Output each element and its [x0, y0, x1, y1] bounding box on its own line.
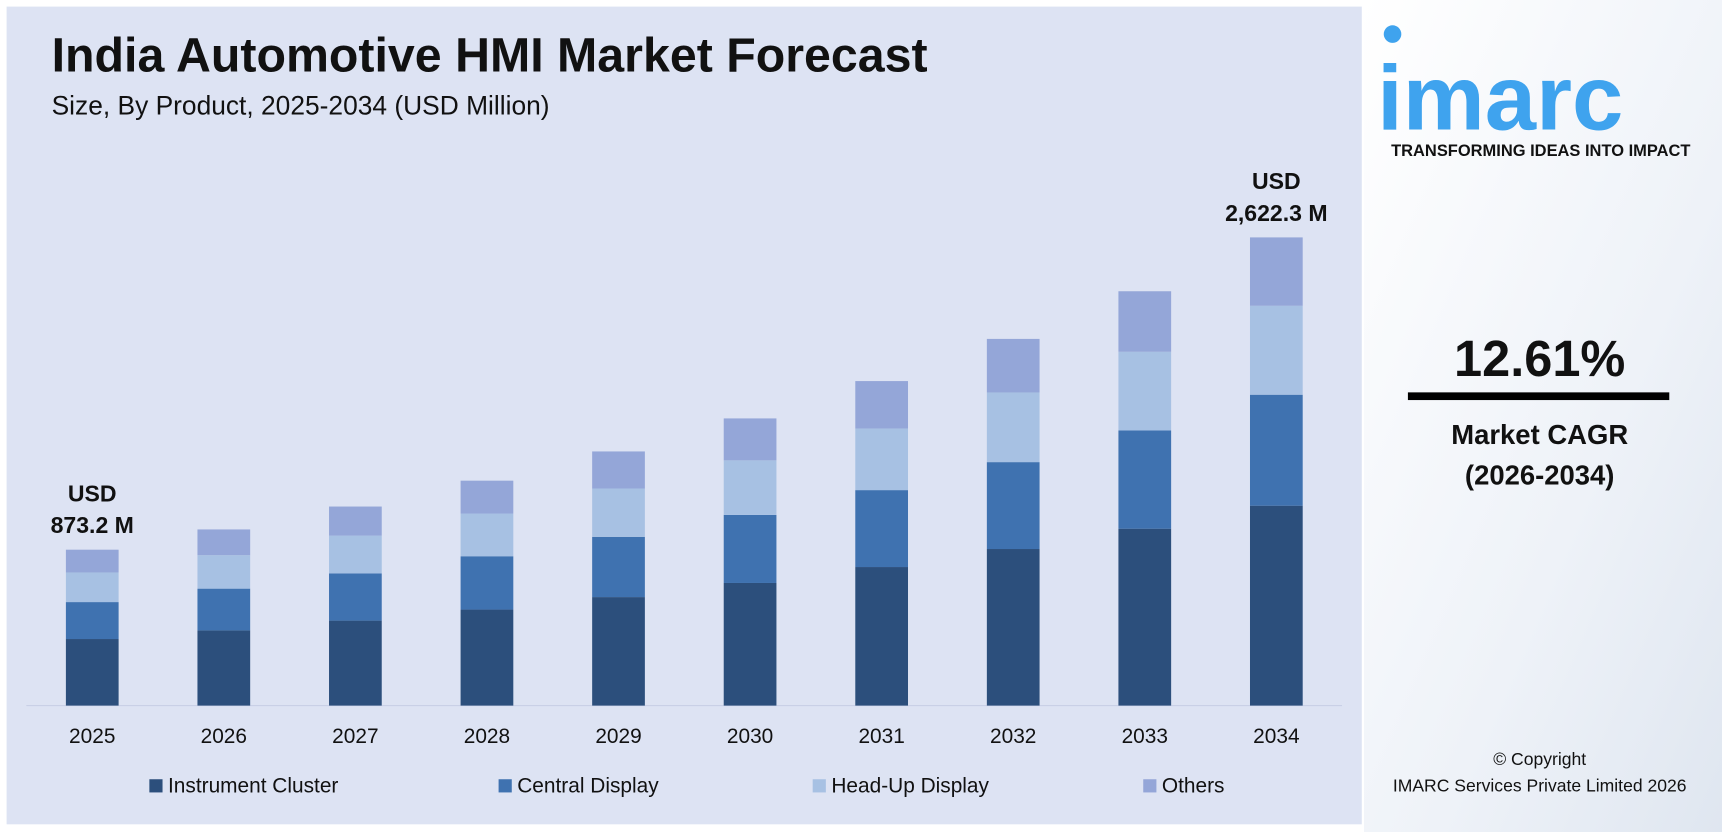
- bar-segment: [65, 549, 119, 573]
- cagr-label: Market CAGR: [1451, 419, 1628, 450]
- x-tick-label: 2028: [464, 725, 510, 748]
- bar-segment: [855, 428, 909, 491]
- bar-segment: [65, 572, 119, 603]
- x-tick-label: 2026: [201, 725, 247, 748]
- bar-segment: [1118, 351, 1172, 431]
- bar-segment: [1249, 237, 1303, 306]
- x-tick-label: 2030: [727, 725, 773, 748]
- bar-segment: [986, 338, 1040, 393]
- copyright-holder: IMARC Services Private Limited 2026: [1393, 775, 1687, 795]
- bar-segment: [197, 630, 251, 706]
- bar-segment: [855, 490, 909, 568]
- bar-segment: [986, 462, 1040, 550]
- bar-segment: [1249, 305, 1303, 395]
- cagr-value: 12.61%: [1454, 330, 1625, 387]
- x-tick-label: 2027: [332, 725, 378, 748]
- legend-swatch: [812, 779, 826, 793]
- bar-segment: [1118, 430, 1172, 529]
- bar-segment: [460, 513, 514, 557]
- bar-segment: [723, 582, 777, 706]
- legend-label: Others: [1162, 774, 1225, 797]
- bar-segment: [1118, 528, 1172, 706]
- bar-segment: [855, 567, 909, 706]
- bar-segment: [855, 381, 909, 429]
- bar-segment: [197, 529, 251, 556]
- bar-segment: [723, 514, 777, 583]
- bar-segment: [65, 639, 119, 706]
- bar-segment: [723, 418, 777, 461]
- logo-dot: [1383, 25, 1402, 43]
- bar-segment: [986, 549, 1040, 706]
- bar-segment: [197, 555, 251, 589]
- bar-segment: [592, 488, 645, 537]
- bar-segment: [592, 597, 645, 706]
- x-tick-label: 2031: [858, 725, 904, 748]
- bar-segment: [460, 480, 514, 514]
- logo-tagline: TRANSFORMING IDEAS INTO IMPACT: [1391, 142, 1690, 160]
- x-tick-label: 2033: [1122, 725, 1168, 748]
- bar-segment: [197, 588, 251, 631]
- bar-segment: [1118, 291, 1172, 352]
- bar-segment: [986, 392, 1040, 463]
- chart-subtitle: Size, By Product, 2025-2034 (USD Million…: [52, 90, 550, 120]
- bar-segment: [723, 460, 777, 515]
- total-label: 873.2 M: [51, 512, 134, 538]
- x-tick-label: 2025: [69, 725, 115, 748]
- cagr-period: (2026-2034): [1465, 460, 1615, 491]
- bar-segment: [329, 620, 382, 706]
- total-label: 2,622.3 M: [1225, 200, 1328, 226]
- x-tick-label: 2029: [595, 725, 641, 748]
- total-label: USD: [1252, 168, 1301, 194]
- bar-segment: [329, 573, 382, 621]
- bar-segment: [65, 602, 119, 640]
- legend-swatch: [1143, 779, 1157, 793]
- side-panel: [1363, 0, 1722, 832]
- legend-label: Head-Up Display: [831, 774, 989, 797]
- cagr-rule: [1407, 392, 1670, 401]
- bar-segment: [592, 536, 645, 598]
- legend-label: Instrument Cluster: [168, 774, 338, 797]
- total-label: USD: [68, 480, 117, 506]
- bar-segment: [329, 535, 382, 574]
- chart-title: India Automotive HMI Market Forecast: [52, 28, 928, 82]
- bar-segment: [329, 506, 382, 536]
- x-tick-label: 2032: [990, 725, 1036, 748]
- legend-label: Central Display: [517, 774, 659, 797]
- bar-segment: [592, 451, 645, 489]
- x-tick-label: 2034: [1253, 725, 1299, 748]
- logo: imarc: [1377, 46, 1623, 150]
- bar-segment: [460, 609, 514, 706]
- bar-segment: [1249, 505, 1303, 706]
- bar-segment: [460, 556, 514, 610]
- legend-swatch: [149, 779, 163, 793]
- bar-segment: [1249, 394, 1303, 506]
- copyright: © Copyright: [1493, 749, 1586, 769]
- legend-swatch: [498, 779, 512, 793]
